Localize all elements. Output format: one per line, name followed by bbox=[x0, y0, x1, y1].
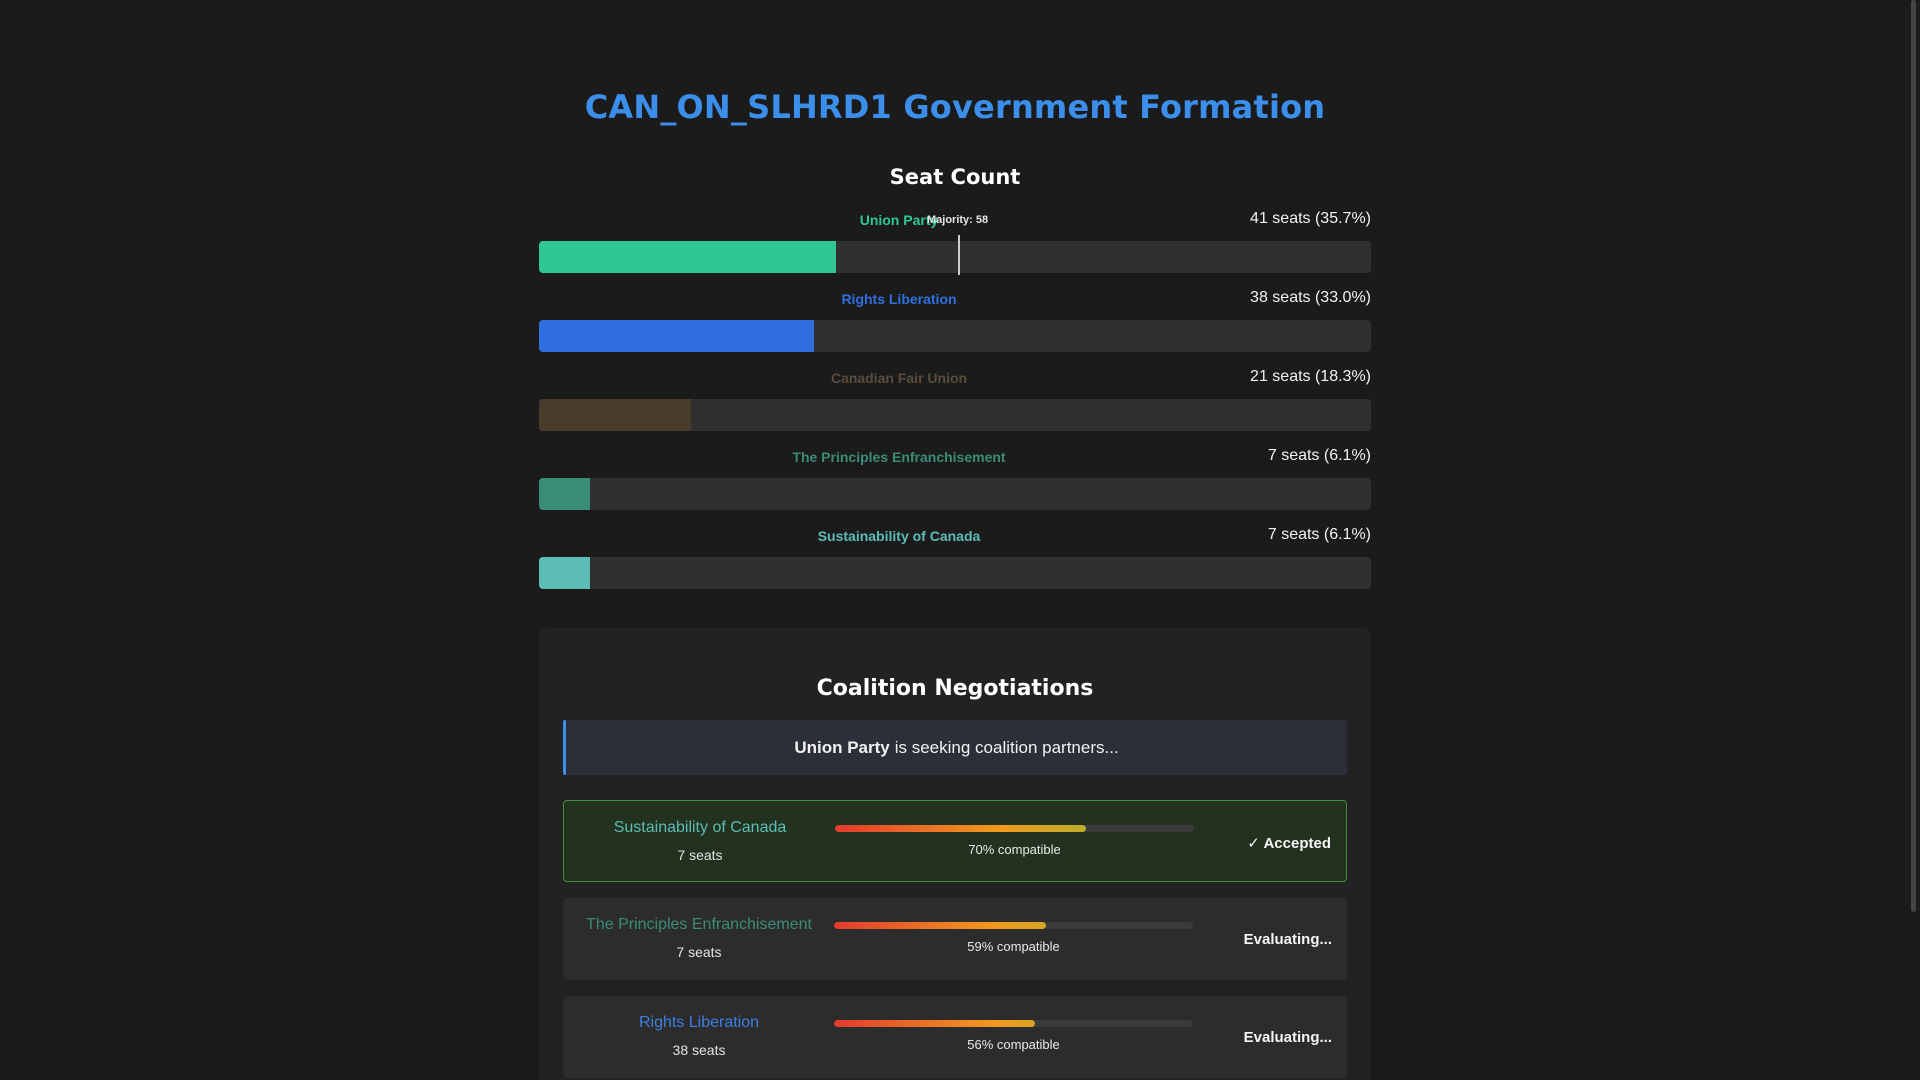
majority-label: Majority: 58 bbox=[927, 214, 989, 226]
evaluating-status: Evaluating... bbox=[1243, 1029, 1332, 1046]
candidate-card[interactable]: Sustainability of Canada 7 seats 70% compa… bbox=[563, 800, 1347, 882]
party-row: Rights Liberation 38 seats (33.0%) bbox=[539, 289, 1371, 352]
compatibility-text: 56% compatible bbox=[967, 1037, 1060, 1052]
seat-bar-track bbox=[539, 557, 1371, 589]
party-row: Union Party Majority: 58 41 seats (35.7%) bbox=[539, 210, 1371, 275]
seat-bar bbox=[539, 399, 691, 431]
compatibility-text: 59% compatible bbox=[967, 939, 1060, 954]
majority-line bbox=[957, 235, 960, 275]
candidate-card[interactable]: Rights Liberation 38 seats 56% compatible E… bbox=[563, 996, 1347, 1078]
compatibility-bar bbox=[834, 922, 1046, 929]
compatibility-bar bbox=[835, 825, 1087, 832]
party-name: The Principles Enfranchisement bbox=[792, 449, 1006, 465]
party-seats: 7 seats (6.1%) bbox=[1267, 526, 1371, 543]
seat-bar bbox=[539, 320, 814, 352]
party-row: Sustainability of Canada 7 seats (6.1%) bbox=[539, 526, 1371, 589]
scrollbar[interactable] bbox=[1906, 0, 1920, 1080]
accepted-status: ✓ Accepted bbox=[1247, 835, 1331, 852]
compatibility-track bbox=[834, 922, 1193, 929]
party-name: Sustainability of Canada bbox=[817, 528, 981, 544]
seeking-party: Union Party bbox=[794, 737, 890, 757]
coalition-heading: Coalition Negotiations bbox=[816, 676, 1094, 701]
seat-count-heading: Seat Count bbox=[889, 165, 1021, 189]
seeking-banner: Union Party is seeking coalition partner… bbox=[563, 720, 1347, 775]
evaluating-status: Evaluating... bbox=[1243, 931, 1332, 948]
compatibility-bar bbox=[834, 1020, 1036, 1027]
candidate-name: Sustainability of Canada bbox=[613, 819, 787, 836]
page-title: CAN_ON_SLHRD1 Government Formation bbox=[584, 88, 1326, 126]
party-name: Union Party bbox=[859, 212, 939, 228]
seat-bar-track bbox=[539, 320, 1371, 352]
candidate-seats: 7 seats bbox=[676, 944, 722, 960]
coalition-panel: Coalition Negotiations Union Party is se… bbox=[539, 628, 1371, 1080]
candidate-name: The Principles Enfranchisement bbox=[586, 916, 812, 933]
seat-bar-track bbox=[539, 241, 1371, 273]
candidate-seats: 7 seats bbox=[677, 847, 723, 863]
party-seats: 38 seats (33.0%) bbox=[1250, 289, 1371, 306]
party-seats: 41 seats (35.7%) bbox=[1250, 210, 1371, 227]
party-seats: 7 seats (6.1%) bbox=[1267, 447, 1371, 464]
candidate-seats: 38 seats bbox=[672, 1042, 726, 1058]
party-row: Canadian Fair Union 21 seats (18.3%) bbox=[539, 368, 1371, 431]
scrollbar-thumb[interactable] bbox=[1911, 0, 1916, 912]
party-seats: 21 seats (18.3%) bbox=[1250, 368, 1371, 385]
party-row: The Principles Enfranchisement 7 seats (6… bbox=[539, 447, 1371, 510]
candidate-name: Rights Liberation bbox=[638, 1014, 760, 1031]
seat-bar-track bbox=[539, 399, 1371, 431]
seat-bar-track bbox=[539, 478, 1371, 510]
party-name: Canadian Fair Union bbox=[830, 370, 968, 386]
seat-bar bbox=[539, 557, 590, 589]
seat-bar bbox=[539, 478, 590, 510]
compatibility-track bbox=[835, 825, 1194, 832]
compatibility-text: 70% compatible bbox=[968, 842, 1061, 857]
seat-bar bbox=[539, 241, 836, 273]
compatibility-track bbox=[834, 1020, 1193, 1027]
party-name: Rights Liberation bbox=[841, 291, 957, 307]
candidate-card[interactable]: The Principles Enfranchisement 7 seats 59%… bbox=[563, 898, 1347, 980]
seeking-text: is seeking coalition partners... bbox=[894, 737, 1119, 757]
